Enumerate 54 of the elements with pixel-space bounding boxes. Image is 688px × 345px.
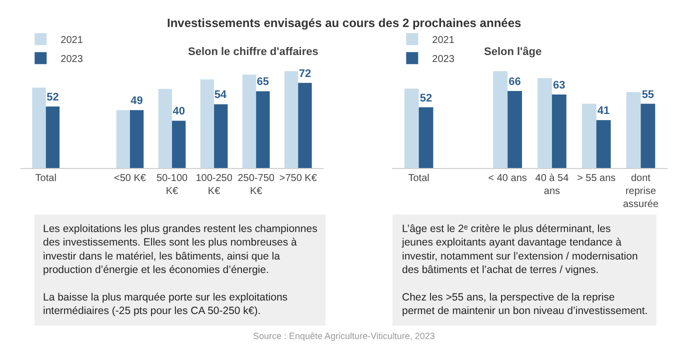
bar xyxy=(640,104,656,168)
bar xyxy=(582,104,596,168)
bar xyxy=(404,88,419,168)
x-tick-label: 50-100 K€ xyxy=(156,173,188,197)
x-tick-label: 100-250 K€ xyxy=(196,173,233,197)
source-note: Source : Enquête Agriculture-Viticulture, 2023 xyxy=(253,331,435,341)
data-label: 66 xyxy=(508,76,521,88)
chart-subtitle: Selon l'âge xyxy=(484,46,542,58)
bar xyxy=(418,107,434,168)
data-label: 63 xyxy=(553,79,566,92)
x-tick-label: dont reprise assurée xyxy=(622,173,659,210)
legend-label: 2023 xyxy=(432,54,455,65)
data-label: 40 xyxy=(172,106,185,118)
data-label: 52 xyxy=(420,92,432,104)
bar xyxy=(284,71,298,168)
legend-label: 2021 xyxy=(432,35,455,46)
bar xyxy=(493,71,508,168)
bar xyxy=(32,88,46,168)
data-label: 52 xyxy=(46,92,59,104)
data-label: 72 xyxy=(298,68,312,80)
bar xyxy=(242,74,256,168)
legend-label: 2023 xyxy=(60,54,84,65)
bar xyxy=(256,91,270,168)
bar xyxy=(508,90,522,168)
data-label: 55 xyxy=(642,88,654,101)
x-tick-label: >750 K€ xyxy=(279,173,318,184)
text: Les exploitations les plus grandes restent les championnes des investissements. Elles sont les plus nombreuses à investir dans le matériel, les bâtiments, ainsi que la production d’énergie et les économies d’énergie. La baisse la plus marquée porte sur les exploitations intermédiaires (-25 pts pour les CA 50-250 k€). xyxy=(43,223,318,317)
bar xyxy=(552,94,566,168)
bar xyxy=(596,120,611,168)
x-tick-label: 40 à 54 ans xyxy=(535,173,570,197)
bar xyxy=(214,104,228,168)
legend-label: 2021 xyxy=(60,35,84,46)
chart-subtitle: Selon le chiffre d'affaires xyxy=(188,46,318,58)
chart-title: Investissements envisagés au cours des 2 prochaines années xyxy=(167,16,522,30)
data-label: 41 xyxy=(597,105,610,118)
bar xyxy=(46,106,60,168)
x-tick-label: Total xyxy=(35,173,56,184)
x-tick-label: > 55 ans xyxy=(577,173,616,184)
bar xyxy=(200,79,214,168)
bar xyxy=(538,78,552,168)
text: L’âge est le 2ᵉ critère le plus déterminant, les jeunes exploitants ayant davantage tendance à investir, notamment sur l’extension / modernisation des bâtiments et l’achat de terres / vignes. Chez les >55 ans, la perspective de la reprise permet de maintenir un bon niveau d’investissement. xyxy=(402,223,648,317)
data-label: 54 xyxy=(214,89,228,102)
x-tick-label: Total xyxy=(408,173,430,184)
data-label: 65 xyxy=(256,76,270,88)
data-label: 49 xyxy=(130,95,143,108)
bar xyxy=(298,82,312,168)
bar xyxy=(130,110,144,168)
bar xyxy=(158,88,172,168)
x-tick-label: 250-750 K€ xyxy=(238,173,275,197)
bar xyxy=(116,110,130,168)
x-tick-label: <50 K€ xyxy=(114,173,146,184)
bar xyxy=(172,120,186,168)
bar xyxy=(626,92,641,168)
x-tick-label: < 40 ans xyxy=(488,173,527,184)
